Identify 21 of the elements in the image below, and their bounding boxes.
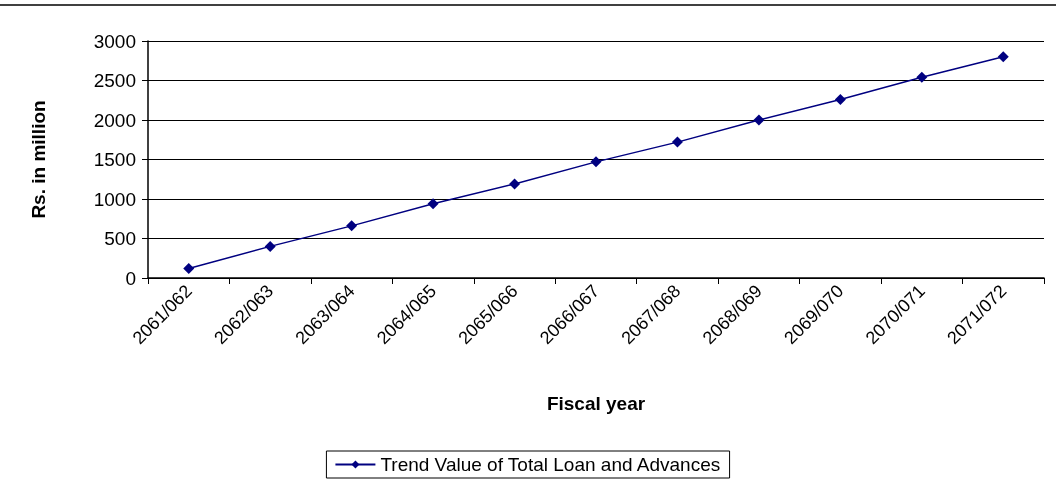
x-axis-title: Fiscal year	[546, 393, 646, 414]
y-tick-label: 2500	[93, 70, 136, 91]
y-tick-label: 3000	[93, 30, 136, 52]
point	[183, 263, 195, 275]
legend-label: Trend Value of Total Loan and Advances	[380, 454, 721, 475]
y-axis-title: Rs. in million	[28, 100, 49, 219]
point	[427, 198, 439, 210]
y-tick-label: 0	[125, 267, 136, 289]
y-tick-label: 1000	[93, 188, 136, 210]
point	[346, 220, 358, 232]
point	[590, 156, 602, 168]
point	[834, 93, 846, 105]
point	[997, 51, 1009, 63]
point	[509, 178, 521, 190]
y-tick-label: 1500	[93, 149, 136, 170]
y-tick-label: 500	[104, 228, 136, 249]
point	[916, 71, 928, 83]
point	[753, 114, 765, 126]
point	[671, 136, 683, 148]
y-tick-label: 2000	[93, 109, 136, 131]
point	[264, 240, 276, 252]
